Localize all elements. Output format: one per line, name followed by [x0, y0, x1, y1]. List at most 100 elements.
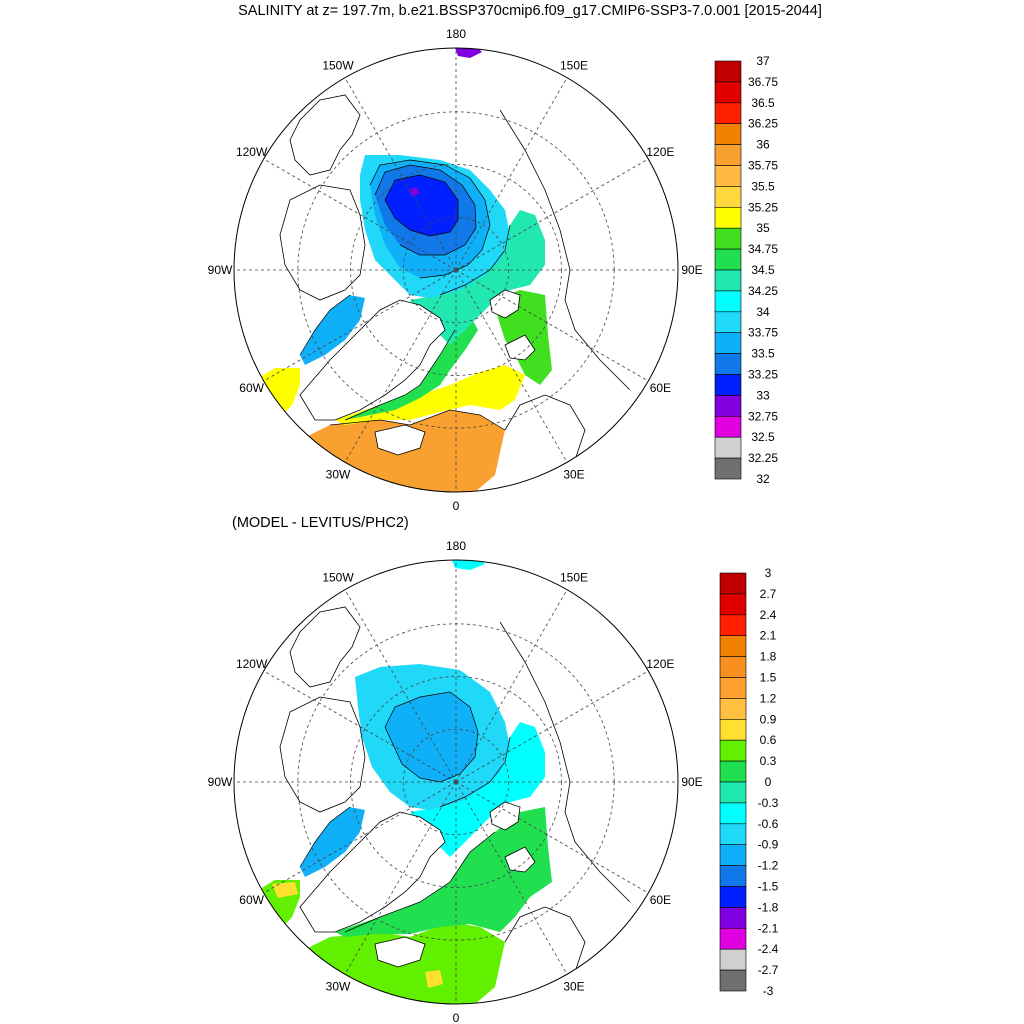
colorbar-swatch — [719, 969, 747, 992]
scandinavia-coast — [504, 394, 586, 461]
longitude-label: 30E — [563, 979, 584, 993]
longitude-label: 90W — [208, 263, 233, 277]
chukchi-outlier — [455, 48, 482, 58]
nordic-seas-diff-region — [335, 807, 552, 937]
meridian-line — [344, 781, 457, 975]
map-boundary — [233, 559, 679, 1005]
meridian-line — [263, 158, 457, 271]
colorbar-tick-label: 37 — [756, 54, 770, 68]
colorbar-swatch — [719, 802, 747, 825]
longitude-label: 60W — [239, 893, 264, 907]
colorbar-tick-label: 33.25 — [748, 368, 778, 382]
colorbar-swatch — [719, 865, 747, 887]
longitude-label: 30W — [326, 467, 351, 481]
colorbar-tick-label: 34.75 — [748, 242, 778, 256]
colorbar-tick-label: 0.6 — [760, 733, 777, 747]
colorbar-swatch — [714, 311, 742, 333]
colorbar-tick-label: 35 — [756, 221, 770, 235]
longitude-label: 60E — [650, 381, 671, 395]
difference-map: 180 150E 120E 90E 60E 30E 0 30W 60W 90W 120W 150W 3… — [208, 539, 779, 1024]
colorbar-swatch — [719, 719, 747, 741]
colorbar-swatch — [719, 656, 747, 678]
colorbar-swatch — [714, 144, 742, 166]
salinity-colorbar: 37 36.75 36.5 36.25 36 35.75 35.5 35.25 35 34.75 3… — [714, 54, 778, 486]
colorbar-tick-label: 33.75 — [748, 326, 778, 340]
baffin-bay-region — [300, 295, 365, 365]
colorbar-tick-label: 35.25 — [748, 200, 778, 214]
colorbar-tick-label: -0.9 — [758, 838, 779, 852]
longitude-label: 90E — [681, 263, 702, 277]
colorbar-swatch — [714, 207, 742, 229]
colorbar-tick-label: 0.3 — [760, 754, 777, 768]
iceland-land — [374, 424, 426, 456]
longitude-label: 90E — [681, 775, 702, 789]
alaska-land — [289, 94, 361, 176]
colorbar-tick-label: 34.5 — [751, 263, 775, 277]
colorbar-swatch — [719, 593, 747, 616]
longitude-label: 180 — [446, 539, 466, 553]
colorbar-tick-label: 32.5 — [751, 430, 775, 444]
meridian-line — [263, 781, 457, 894]
longitude-label: 120W — [236, 145, 268, 159]
colorbar-swatch — [714, 374, 742, 396]
colorbar-tick-label: 2.1 — [760, 629, 777, 643]
atlantic-positive-patch — [425, 970, 443, 988]
colorbar-swatch — [719, 844, 747, 866]
meridian-line — [455, 269, 649, 382]
colorbar-swatch — [714, 123, 742, 145]
meridian-line — [263, 269, 457, 382]
meridian-line — [344, 77, 457, 271]
latitude-circle — [402, 216, 510, 324]
longitude-label: 150W — [322, 571, 354, 585]
main-title: SALINITY at z= 197.7m, b.e21.BSSP370cmip… — [238, 3, 822, 19]
colorbar-swatch — [714, 165, 742, 187]
longitude-label: 60E — [650, 893, 671, 907]
colorbar-swatch — [714, 353, 742, 375]
colorbar-tick-label: -1.5 — [758, 880, 779, 894]
colorbar-tick-label: -1.2 — [758, 859, 779, 873]
colorbar-tick-label: 32 — [756, 472, 770, 486]
colorbar-swatch — [719, 781, 747, 804]
meridian-line — [455, 158, 649, 271]
novaya-zemlya-land — [504, 334, 536, 361]
colorbar-tick-label: -2.1 — [758, 921, 779, 935]
longitude-label: 0 — [453, 499, 460, 513]
greenland-land — [299, 811, 446, 933]
difference-panel-title: (MODEL - LEVITUS/PHC2) — [232, 515, 409, 531]
colorbar-tick-label: 3 — [765, 566, 772, 580]
canada-basin-minimum — [408, 187, 420, 197]
longitude-labels: 180 150E 120E 90E 60E 30E 0 30W 60W 90W 120W 150W — [208, 539, 703, 1024]
colorbar-swatch — [714, 290, 742, 313]
chukchi-outlier — [452, 560, 485, 570]
latitude-circle — [402, 728, 510, 836]
colorbar-swatch — [714, 436, 742, 459]
colorbar-swatch — [714, 457, 742, 480]
salinity-map: 180 150E 120E 90E 60E 30E 0 30W 60W 90W 120W 150W 3… — [208, 27, 779, 513]
longitude-label: 150W — [322, 59, 354, 73]
colorbar-tick-label: 35.75 — [748, 159, 778, 173]
meridian-line — [455, 77, 568, 271]
baffin-bay-diff-region — [300, 807, 365, 877]
longitude-label: 30W — [326, 979, 351, 993]
colorbar-swatch — [719, 907, 747, 929]
colorbar-swatch — [714, 395, 742, 417]
colorbar-swatch — [714, 227, 742, 250]
graticule — [234, 560, 678, 1004]
colorbar-tick-label: 33.5 — [751, 347, 775, 361]
longitude-label: 180 — [446, 27, 466, 41]
colorbar-tick-label: -1.8 — [758, 900, 779, 914]
meridian-line — [455, 670, 649, 783]
meridian-line — [455, 781, 568, 975]
colorbar-tick-label: -0.6 — [758, 817, 779, 831]
colorbar-swatch — [719, 948, 747, 971]
colorbar-swatch — [719, 823, 747, 845]
labrador-sea-region — [255, 368, 300, 418]
latitude-circle — [350, 676, 562, 888]
longitude-label: 150E — [560, 59, 588, 73]
colorbar-swatch — [719, 572, 747, 595]
colorbar-swatch — [719, 635, 747, 657]
iceland-land — [374, 936, 426, 968]
colorbar-swatch — [714, 81, 742, 104]
colorbar-tick-label: -3 — [763, 984, 774, 998]
longitude-label: 0 — [453, 1011, 460, 1024]
